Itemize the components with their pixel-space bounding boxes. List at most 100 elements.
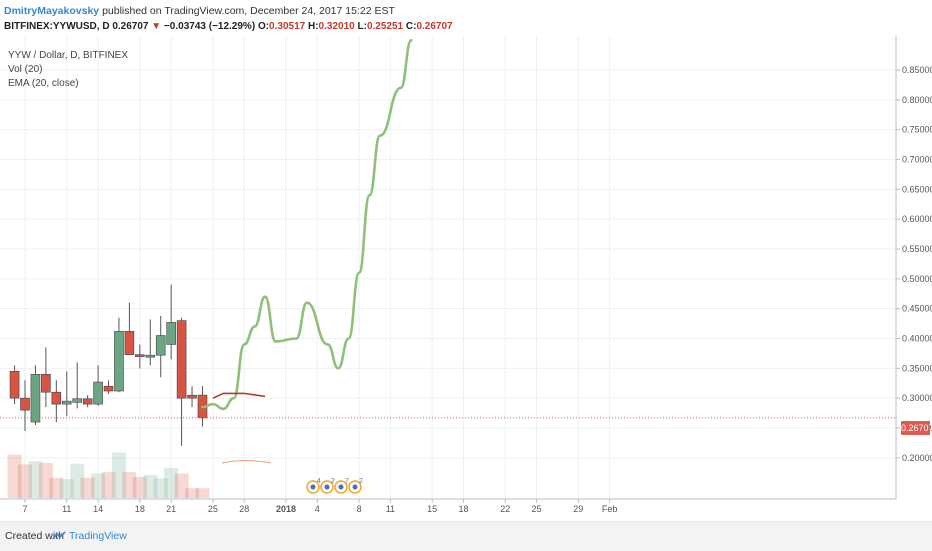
volume-bar xyxy=(80,477,95,498)
overlays: 4 2 7 2 xyxy=(0,38,896,494)
volume-bar xyxy=(132,477,147,498)
price-tick-label: 0.30000 xyxy=(902,393,932,403)
candle-body[interactable] xyxy=(103,385,114,392)
price-tick-label: 0.80000 xyxy=(902,95,932,105)
time-tick-label: 7 xyxy=(22,504,27,514)
candle-body[interactable] xyxy=(93,381,103,405)
candle-body[interactable] xyxy=(82,398,93,405)
candle-body[interactable] xyxy=(41,373,51,393)
event-marker-dot xyxy=(324,484,330,490)
event-markers: 4 2 7 2 xyxy=(306,478,363,494)
volume-bar xyxy=(70,463,85,498)
time-tick-label: 25 xyxy=(532,504,542,514)
candle-body[interactable] xyxy=(61,400,72,405)
time-tick-label: 8 xyxy=(357,504,362,514)
candle-body[interactable] xyxy=(30,373,41,423)
close-value: 0.26707 xyxy=(416,21,453,32)
time-tick-label: 22 xyxy=(500,504,510,514)
tradingview-logo-icon xyxy=(52,531,66,540)
volume-bar xyxy=(59,479,74,498)
candle-body[interactable] xyxy=(135,354,145,357)
price-axis[interactable]: 0.200000.250000.300000.350000.400000.450… xyxy=(896,65,932,463)
event-marker-count: 4 xyxy=(317,478,321,485)
time-tick-label: 14 xyxy=(93,504,103,514)
publish-line: DmitryMayakovsky published on TradingVie… xyxy=(4,5,395,17)
volume-bar xyxy=(101,472,116,498)
price-tick-label: 0.50000 xyxy=(902,274,932,284)
price-tick-label: 0.20000 xyxy=(902,453,932,463)
price-tick-label: 0.60000 xyxy=(902,214,932,224)
last-price: 0.26707 xyxy=(112,21,149,32)
candle-body[interactable] xyxy=(145,354,156,358)
event-marker-dot xyxy=(352,484,358,490)
candle-body[interactable] xyxy=(166,322,176,345)
volume-bar xyxy=(174,473,189,498)
open-value: 0.30517 xyxy=(269,21,306,32)
time-tick-label: 11 xyxy=(62,504,71,514)
price-tick-label: 0.45000 xyxy=(902,304,932,314)
candle-body[interactable] xyxy=(124,331,135,355)
footer-bar: Created with TradingView xyxy=(0,521,932,551)
volume-bar xyxy=(185,488,200,498)
ema-line xyxy=(212,392,266,399)
time-tick-label: 18 xyxy=(458,504,468,514)
volume-bar xyxy=(38,463,53,498)
high-label: H: xyxy=(307,21,319,32)
price-tick-label: 0.70000 xyxy=(902,155,932,165)
grid-lines xyxy=(0,36,896,499)
volume-bar xyxy=(164,467,179,498)
time-axis[interactable]: 7 11 14 18 21 25 28 2018 4 8 11 15 18 22 25 29 Feb xyxy=(22,499,617,514)
current-price-badge: 0.26707 xyxy=(901,421,932,435)
candle-body[interactable] xyxy=(187,394,197,399)
candle-body[interactable] xyxy=(51,391,62,405)
chart-header: DmitryMayakovsky published on TradingVie… xyxy=(0,0,932,36)
event-marker-count: 7 xyxy=(345,478,349,485)
time-tick-label: 28 xyxy=(239,504,249,514)
author-link[interactable]: DmitryMayakovsky xyxy=(4,5,100,17)
tradingview-brand-link[interactable]: TradingView xyxy=(69,530,127,542)
high-value: 0.32010 xyxy=(318,21,355,32)
event-marker-dot xyxy=(310,484,316,490)
published-text: published on TradingView.com, December 2… xyxy=(102,5,395,17)
volume-bar xyxy=(18,464,32,498)
time-tick-label: 4 xyxy=(315,504,320,514)
time-tick-label: 21 xyxy=(166,504,176,514)
forecast-path[interactable] xyxy=(201,38,413,411)
candle-body[interactable] xyxy=(155,335,166,356)
legend-title[interactable]: YYW / Dollar, D, BITFINEX xyxy=(8,50,129,61)
volume-bar xyxy=(49,477,64,498)
price-tick-label: 0.35000 xyxy=(902,363,932,373)
down-arrow-icon: ▼ xyxy=(151,21,162,32)
time-tick-label: 11 xyxy=(386,504,395,514)
candle-body[interactable] xyxy=(176,320,187,399)
time-tick-label: 15 xyxy=(427,504,437,514)
symbol-label[interactable]: BITFINEX:YYWUSD, D xyxy=(4,21,110,32)
legend-ema[interactable]: EMA (20, close) xyxy=(8,78,79,89)
volume-bar xyxy=(91,473,106,498)
time-tick-label: 18 xyxy=(135,504,145,514)
candle-body[interactable] xyxy=(20,397,30,411)
event-marker-count: 2 xyxy=(331,478,335,485)
open-label: O: xyxy=(257,21,270,32)
price-tick-label: 0.85000 xyxy=(902,65,932,75)
price-tick-label: 0.40000 xyxy=(902,334,932,344)
volume-bar xyxy=(153,478,168,498)
candle-body[interactable] xyxy=(72,398,82,403)
time-tick-label: Feb xyxy=(602,504,618,514)
ohlc-line: BITFINEX:YYWUSD, D 0.26707 ▼ −0.03743 (−… xyxy=(4,21,453,32)
volume-bars xyxy=(7,452,210,498)
volume-bar xyxy=(143,474,158,498)
price-tick-label: 0.75000 xyxy=(902,125,932,135)
price-tick-label: 0.65000 xyxy=(902,184,932,194)
candle-body[interactable] xyxy=(114,331,124,392)
created-with-text: Created with xyxy=(5,530,64,542)
legend-vol[interactable]: Vol (20) xyxy=(8,64,43,75)
price-change: −0.03743 (−12.29%) xyxy=(163,21,256,32)
arc-annotation xyxy=(221,460,272,464)
volume-bar xyxy=(28,460,43,498)
event-marker-dot xyxy=(338,484,344,490)
volume-bar xyxy=(122,472,137,498)
volume-bar xyxy=(195,488,210,498)
candle-body[interactable] xyxy=(9,371,20,399)
